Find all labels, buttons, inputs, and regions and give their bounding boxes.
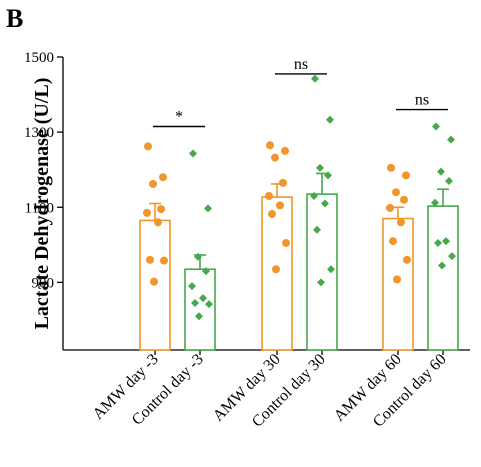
bar	[184, 268, 216, 351]
data-point	[438, 261, 446, 270]
data-point	[434, 238, 442, 247]
data-point	[400, 195, 408, 204]
significance-label: *	[175, 108, 183, 125]
axes: 900 1100 1300 1500	[24, 50, 470, 355]
data-point	[266, 141, 274, 150]
data-point	[389, 237, 397, 246]
data-point	[268, 210, 276, 219]
significance-annotations: * ns ns	[153, 56, 448, 128]
data-point	[271, 153, 279, 162]
data-point	[144, 142, 152, 151]
bars	[139, 193, 459, 351]
data-point	[191, 299, 199, 308]
y-axis-label: Lactate Dehydrogenase (U/L)	[31, 78, 53, 330]
data-point	[276, 201, 284, 210]
data-point	[205, 300, 213, 309]
data-point	[157, 205, 165, 214]
data-point	[282, 238, 290, 247]
data-point	[311, 74, 319, 83]
data-point	[189, 149, 197, 158]
bar	[382, 217, 414, 351]
data-point	[159, 173, 167, 182]
data-point	[199, 294, 207, 303]
data-point	[316, 163, 324, 172]
data-point	[310, 191, 318, 200]
data-point	[272, 265, 280, 274]
significance-label: ns	[294, 56, 308, 73]
data-point	[393, 275, 401, 284]
data-point	[442, 237, 450, 246]
y-tick-label: 1500	[24, 50, 54, 66]
data-point	[387, 163, 395, 172]
data-point	[154, 218, 162, 227]
data-point	[324, 171, 332, 180]
data-point	[326, 115, 334, 124]
data-point	[195, 312, 203, 321]
data-point	[313, 225, 321, 234]
bar	[261, 196, 293, 351]
data-point	[403, 255, 411, 264]
data-point	[143, 208, 151, 217]
data-point	[397, 218, 405, 227]
data-point	[392, 188, 400, 197]
panel-label: B	[6, 4, 23, 33]
data-point	[160, 256, 168, 265]
data-point	[327, 265, 335, 274]
data-point	[321, 199, 329, 208]
bar	[306, 193, 338, 351]
data-point	[265, 191, 273, 200]
data-point	[281, 146, 289, 155]
data-point	[150, 277, 158, 286]
data-point	[445, 176, 453, 185]
y-tick-label: 1100	[25, 200, 54, 216]
data-point	[188, 282, 196, 291]
data-point	[431, 198, 439, 207]
data-point	[149, 179, 157, 188]
bar	[427, 205, 459, 351]
data-point	[432, 122, 440, 131]
data-point	[437, 167, 445, 176]
data-point	[317, 278, 325, 287]
significance-label: ns	[415, 92, 429, 109]
data-point	[448, 252, 456, 261]
data-point	[386, 204, 394, 213]
data-point	[279, 178, 287, 187]
error-bars	[149, 172, 449, 270]
data-point	[204, 204, 212, 213]
data-point	[447, 135, 455, 144]
data-point	[402, 171, 410, 180]
data-point	[146, 255, 154, 264]
y-tick-label: 1300	[24, 125, 54, 141]
data-point	[202, 267, 210, 276]
y-tick-label: 900	[32, 275, 55, 291]
